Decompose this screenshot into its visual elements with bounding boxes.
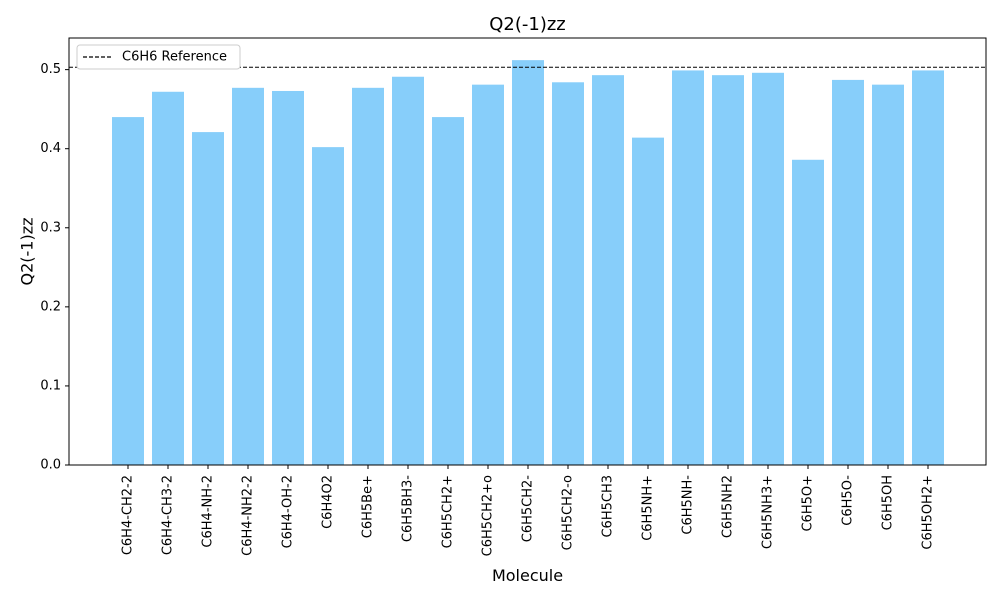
legend-box	[76, 44, 241, 70]
x-tick-label: C6H4-NH2-2	[241, 475, 256, 556]
bar-C6H4-CH3-2	[152, 91, 184, 465]
bar-C6H5CH2-o	[552, 82, 584, 465]
x-tick-label: C6H5CH2-	[521, 475, 536, 543]
bar-C6H5NH3+	[752, 72, 784, 465]
x-tick-label: C6H5NH-	[681, 475, 696, 535]
x-tick-label: C6H5CH2+	[441, 475, 456, 548]
x-tick-label: C6H4O2	[321, 475, 336, 529]
x-tick-label: C6H5O+	[801, 475, 816, 532]
x-tick-label: C6H5NH3+	[761, 475, 776, 549]
bar-C6H4-OH-2	[272, 90, 304, 466]
x-tick-label: C6H5O-	[841, 475, 856, 526]
legend: C6H6 Reference	[76, 44, 241, 70]
bar-C6H5CH2-	[512, 60, 544, 465]
plot-frame	[68, 37, 987, 466]
bar-C6H5BH3-	[392, 76, 424, 465]
x-tick-label: C6H4-CH3-2	[161, 475, 176, 555]
bars-group	[112, 60, 944, 466]
bar-C6H5NH-	[672, 70, 704, 465]
bar-C6H5OH2+	[912, 70, 944, 465]
x-axis-label: Molecule	[492, 566, 563, 585]
bar-C6H4-CH2-2	[112, 117, 144, 466]
x-tick-label: C6H4-OH-2	[281, 475, 296, 548]
y-tick-label: 0.3	[40, 220, 61, 235]
x-tick-label: C6H4-CH2-2	[121, 475, 136, 555]
y-axis-ticks: 0.0 0.1 0.2 0.3 0.4 0.5	[40, 62, 69, 473]
x-tick-label: C6H5NH2	[721, 475, 736, 538]
x-tick-label: C6H5Be+	[361, 475, 376, 538]
chart-title: Q2(-1)zz	[489, 14, 566, 35]
x-tick-label: C6H5CH3	[601, 475, 616, 538]
bar-C6H5CH2+	[432, 117, 464, 466]
bar-C6H4O2	[312, 147, 344, 465]
bar-C6H5O-	[832, 79, 864, 466]
bar-C6H4-NH2-2	[232, 87, 264, 466]
x-axis-ticks: C6H4-CH2-2 C6H4-CH3-2 C6H4-NH-2 C6H4-NH2-2 C…	[121, 465, 936, 556]
bar-C6H5NH2	[712, 75, 744, 465]
y-tick-label: 0.5	[40, 62, 61, 77]
bar-C6H5NH+	[632, 137, 664, 465]
bar-C6H5Be+	[352, 87, 384, 466]
x-tick-label: C6H4-NH-2	[201, 475, 216, 548]
bar-C6H5O+	[792, 159, 824, 465]
x-tick-label: C6H5OH2+	[921, 475, 936, 550]
bar-C6H5CH2+o	[472, 84, 504, 466]
x-tick-label: C6H5CH2-o	[561, 475, 576, 550]
x-tick-label: C6H5OH	[881, 475, 896, 530]
bar-C6H5CH3	[592, 75, 624, 465]
bar-C6H4-NH-2	[192, 132, 224, 465]
y-axis-label: Q2(-1)zz	[18, 217, 37, 285]
x-tick-label: C6H5CH2+o	[481, 475, 496, 556]
y-tick-label: 0.0	[40, 458, 61, 473]
x-tick-label: C6H5BH3-	[401, 475, 416, 542]
x-tick-label: C6H5NH+	[641, 475, 656, 541]
y-tick-label: 0.1	[40, 378, 61, 393]
y-tick-label: 0.2	[40, 299, 61, 314]
legend-entry-label: C6H6 Reference	[122, 50, 227, 65]
bar-C6H5OH	[872, 84, 904, 466]
y-tick-label: 0.4	[40, 141, 61, 156]
